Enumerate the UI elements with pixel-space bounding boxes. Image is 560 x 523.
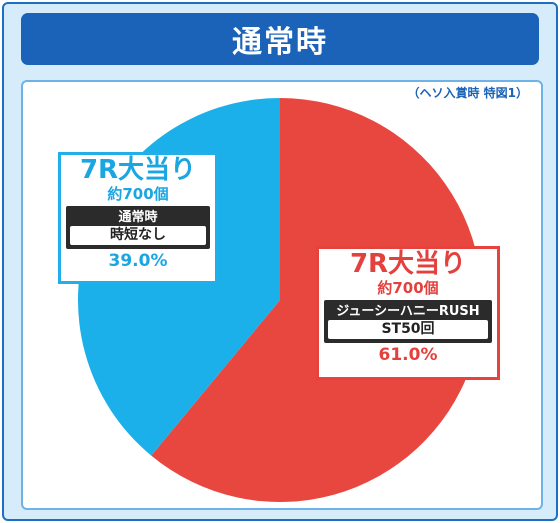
title-bar: 通常時 [21, 13, 539, 65]
label-mode-box: 通常時 時短なし [66, 206, 210, 249]
label-detail: 時短なし [70, 226, 206, 245]
page-title: 通常時 [232, 25, 328, 60]
label-title: 7R大当り [79, 155, 197, 185]
label-percent: 39.0% [108, 251, 168, 271]
label-title: 7R大当り [349, 249, 467, 279]
slice-label-rush: 7R大当り 約700個 ジューシーハニーRUSH ST50回 61.0% [316, 246, 500, 380]
slice-label-short-time: 7R大当り 約700個 通常時 時短なし 39.0% [58, 152, 218, 284]
label-mode: 通常時 [118, 210, 158, 225]
label-mode: ジューシーハニーRUSH [336, 304, 480, 319]
note-text: （ヘソ入賞時 特図1） [407, 86, 528, 100]
label-mode-box: ジューシーハニーRUSH ST50回 [324, 300, 492, 343]
label-count: 約700個 [107, 185, 169, 203]
label-detail: ST50回 [328, 320, 488, 339]
label-percent: 61.0% [378, 345, 438, 365]
label-count: 約700個 [377, 279, 439, 297]
